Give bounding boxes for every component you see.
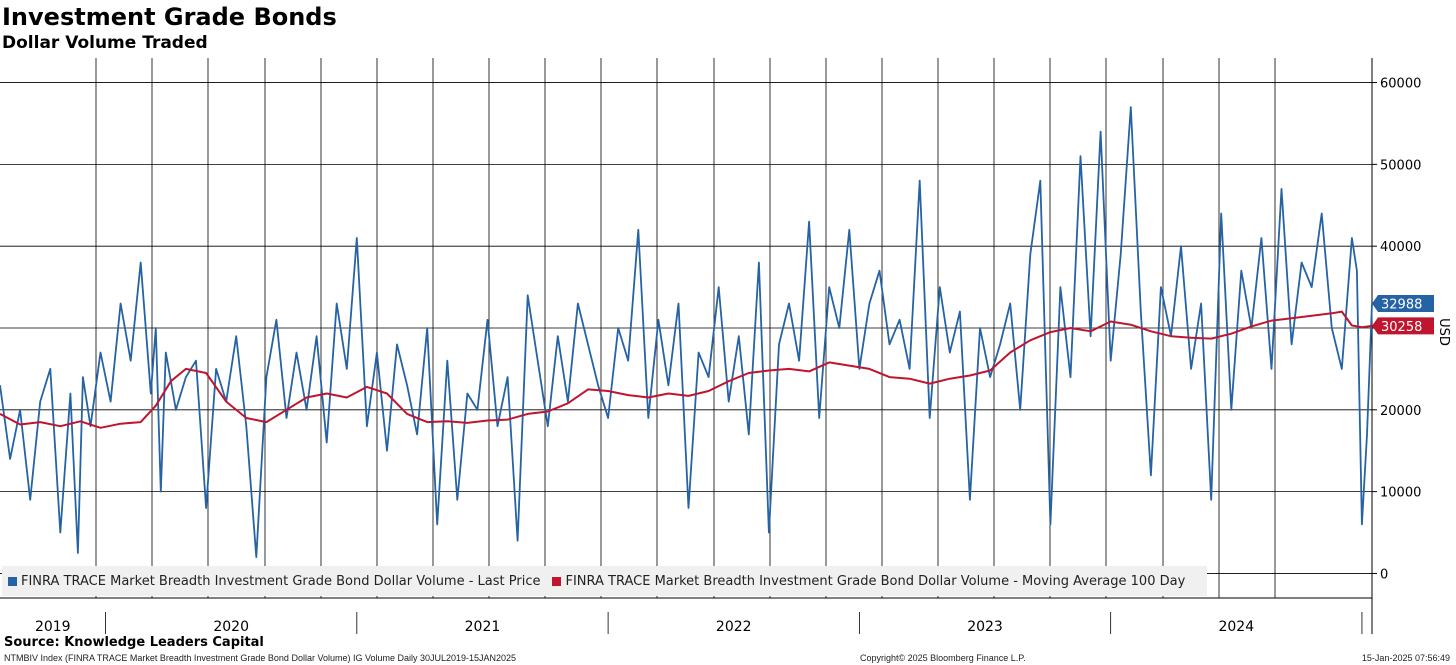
x-year-label: 2024 <box>1218 619 1254 635</box>
x-year-label: 2020 <box>213 619 249 635</box>
legend-label-moving-average: FINRA TRACE Market Breadth Investment Gr… <box>565 573 1186 589</box>
tag-shape <box>1372 295 1434 313</box>
timestamp: 15-Jan-2025 07:56:49 <box>1361 653 1450 663</box>
legend-swatch-moving-average <box>552 576 562 586</box>
y-axis-unit-label: USD <box>1436 318 1451 346</box>
tag-value: 30258 <box>1381 320 1422 335</box>
x-year-label: 2021 <box>465 619 501 635</box>
y-tick-label: 40000 <box>1380 240 1421 255</box>
moving-average-tag: 30258 <box>1372 317 1434 335</box>
tag-shape <box>1372 317 1434 335</box>
x-year-label: 2019 <box>35 619 71 635</box>
legend-item-last-price: FINRA TRACE Market Breadth Investment Gr… <box>8 574 540 589</box>
x-year-label: 2022 <box>716 619 752 635</box>
legend-swatch-last-price <box>8 576 17 586</box>
series-moving-average-line <box>0 310 1373 429</box>
y-tick-label: 10000 <box>1380 486 1421 501</box>
last-price-tag: 32988 <box>1372 295 1434 313</box>
chart-legend: FINRA TRACE Market Breadth Investment Gr… <box>2 566 1208 596</box>
y-tick-label: 60000 <box>1380 77 1421 92</box>
x-year-label: 2023 <box>967 619 1003 635</box>
series-last-price-line <box>0 106 1373 558</box>
chart-subtitle: Dollar Volume Traded <box>2 33 208 53</box>
legend-item-moving-average: FINRA TRACE Market Breadth Investment Gr… <box>552 574 1185 589</box>
y-tick-label: 50000 <box>1380 158 1421 173</box>
chart-title: Investment Grade Bonds <box>2 3 337 31</box>
copyright-note: Copyright© 2025 Bloomberg Finance L.P. <box>860 653 1026 663</box>
index-description: NTMBIV Index (FINRA TRACE Market Breadth… <box>4 653 517 663</box>
y-tick-label: 0 <box>1380 567 1388 582</box>
y-tick-label: 20000 <box>1380 404 1421 419</box>
source-note: Source: Knowledge Leaders Capital <box>4 635 264 650</box>
tag-value: 32988 <box>1381 298 1422 313</box>
legend-label-last-price: FINRA TRACE Market Breadth Investment Gr… <box>21 573 541 589</box>
